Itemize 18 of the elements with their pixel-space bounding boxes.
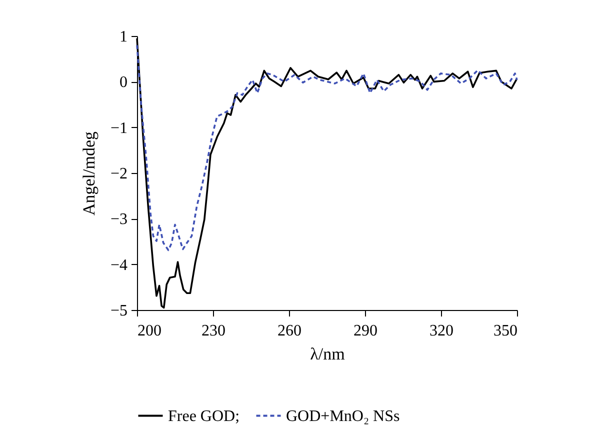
y-tick-label: 1 [120,28,128,46]
legend-label: GOD+MnO₂ NSs [286,408,400,425]
y-axis-title: Angel/mdeg [79,130,98,216]
y-tick-label: −3 [110,211,128,228]
legend-label: Free GOD; [168,408,240,425]
x-tick-label: 290 [354,322,378,340]
x-axis-title: λ/nm [310,344,345,364]
x-tick-label: 320 [430,322,454,340]
y-tick-label: 0 [120,74,128,92]
y-tick-label: −1 [110,120,128,137]
y-tick-label: −4 [110,256,128,274]
x-tick-label: 260 [278,322,302,340]
y-tick-label: −5 [110,302,128,320]
y-tick-label: −2 [110,166,128,182]
x-tick-label: 230 [202,322,226,340]
line-series [136,44,518,252]
x-tick-label: 350 [494,322,518,340]
x-tick-label: 200 [138,322,162,340]
